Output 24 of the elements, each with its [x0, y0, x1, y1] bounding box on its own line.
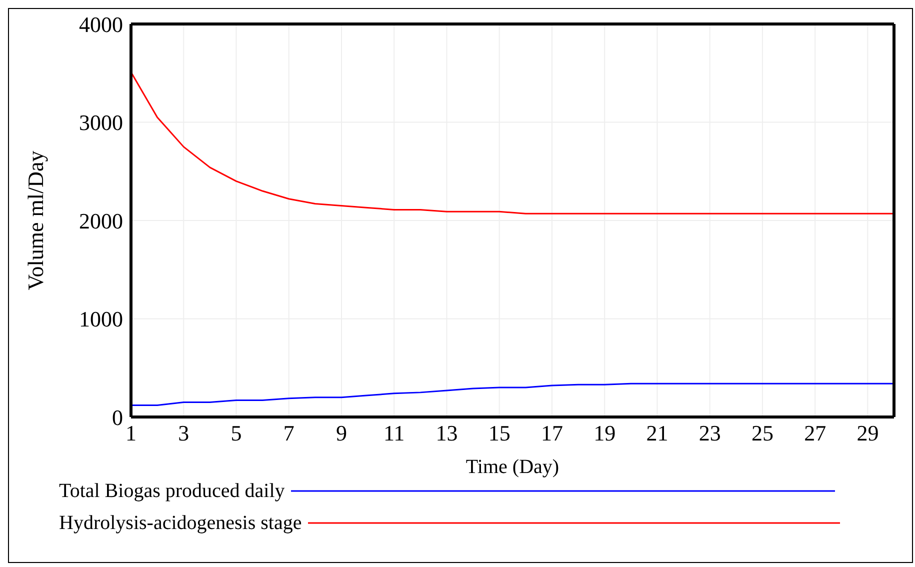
x-tick-label: 11 [384, 420, 405, 446]
x-tick-label: 17 [540, 420, 563, 446]
x-tick-label: 7 [283, 420, 294, 446]
x-tick-label: 15 [488, 420, 510, 446]
legend-label: Hydrolysis-acidogenesis stage [59, 512, 302, 534]
x-tick-label: 25 [751, 420, 774, 446]
x-tick-label: 27 [804, 420, 826, 446]
x-tick-label: 9 [336, 420, 347, 446]
x-tick-label: 1 [126, 420, 136, 446]
x-tick-label: 3 [178, 420, 190, 446]
x-tick-label: 21 [646, 420, 668, 446]
y-tick-label: 2000 [79, 208, 123, 234]
y-tick-label: 3000 [79, 110, 123, 136]
y-tick-label: 4000 [79, 12, 123, 37]
x-tick-label: 13 [436, 420, 458, 446]
y-tick-label: 0 [112, 404, 123, 430]
x-tick-label: 19 [594, 420, 616, 446]
y-tick-label: 1000 [79, 306, 123, 332]
x-axis-title: Time (Day) [466, 456, 560, 478]
x-tick-label: 23 [698, 420, 721, 446]
x-tick-label: 29 [856, 420, 879, 446]
x-tick-label: 5 [230, 420, 242, 446]
y-axis-title: Volume ml/Day [22, 150, 48, 290]
legend-label: Total Biogas produced daily [59, 480, 285, 502]
